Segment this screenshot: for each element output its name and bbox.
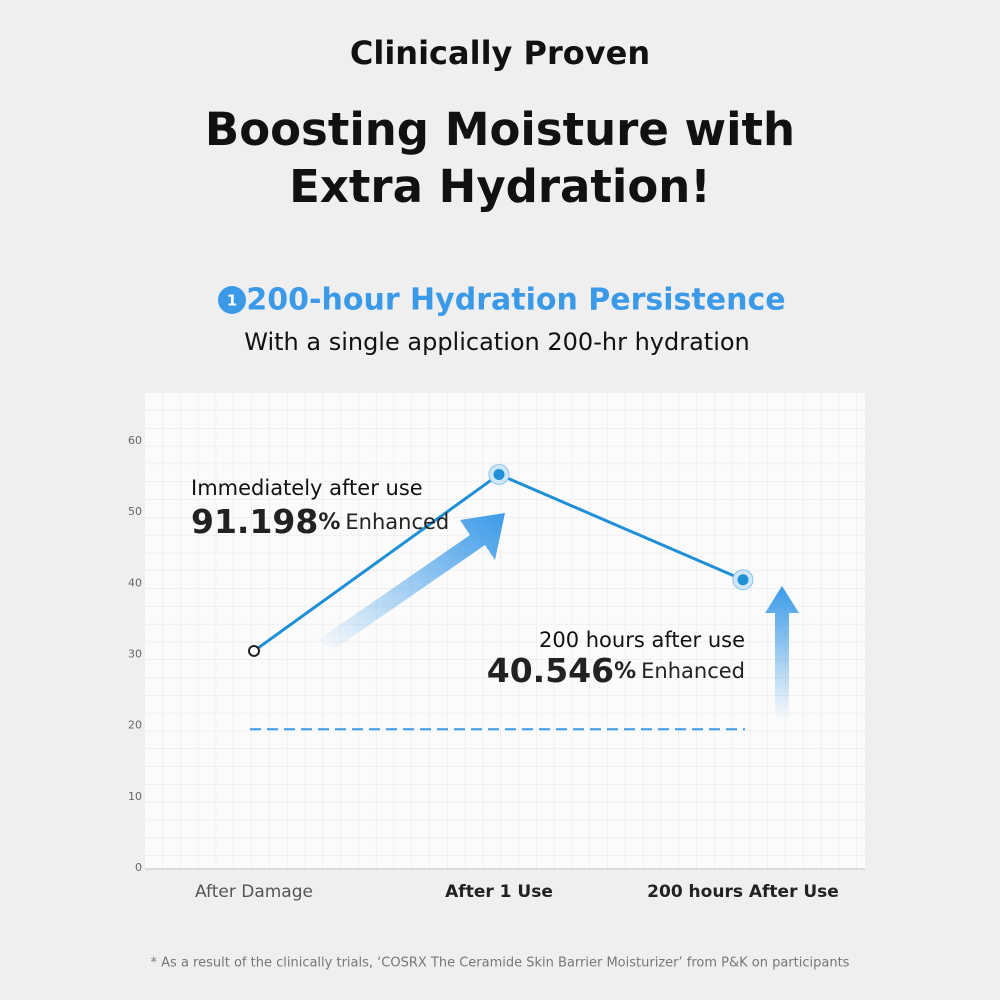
data-point — [248, 644, 260, 657]
annotation-word: Enhanced — [345, 510, 449, 534]
annotation-unit: % — [318, 510, 340, 535]
annotation-unit: % — [614, 659, 636, 684]
x-tick-label: After 1 Use — [445, 882, 553, 902]
section-title: 200-hour Hydration Persistence — [246, 283, 785, 318]
footnote: * As a result of the clinically trials, … — [151, 956, 850, 971]
arrow-decoration — [318, 513, 505, 650]
annotation-number: 40.546 — [487, 651, 614, 690]
annotation-value: 40.546% Enhanced — [487, 651, 745, 690]
y-tick-label: 0 — [135, 861, 142, 874]
section-badge — [218, 286, 246, 314]
kicker: Clinically Proven — [350, 34, 650, 72]
annotation-number: 91.198 — [191, 502, 318, 541]
annotation-text: Immediately after use — [191, 476, 423, 500]
annotation-value: 91.198% Enhanced — [191, 502, 449, 541]
data-point — [493, 468, 505, 480]
data-point — [737, 574, 749, 586]
y-tick-label: 20 — [128, 719, 142, 732]
y-tick-label: 50 — [128, 505, 142, 518]
arrow-decoration — [765, 586, 799, 720]
annotation-word: Enhanced — [641, 659, 745, 683]
y-tick-label: 40 — [128, 576, 142, 589]
section-number: 1 — [227, 292, 237, 310]
section-subtitle: With a single application 200-hr hydrati… — [244, 328, 750, 356]
x-tick-label: 200 hours After Use — [647, 882, 839, 902]
annotation-text: 200 hours after use — [539, 628, 745, 652]
title: Extra Hydration! — [289, 160, 711, 213]
y-tick-label: 60 — [128, 434, 142, 447]
y-tick-label: 30 — [128, 648, 142, 661]
x-tick-label: After Damage — [195, 882, 313, 902]
y-tick-label: 10 — [128, 790, 142, 803]
title: Boosting Moisture with — [205, 103, 795, 156]
plot-grid — [145, 393, 865, 870]
